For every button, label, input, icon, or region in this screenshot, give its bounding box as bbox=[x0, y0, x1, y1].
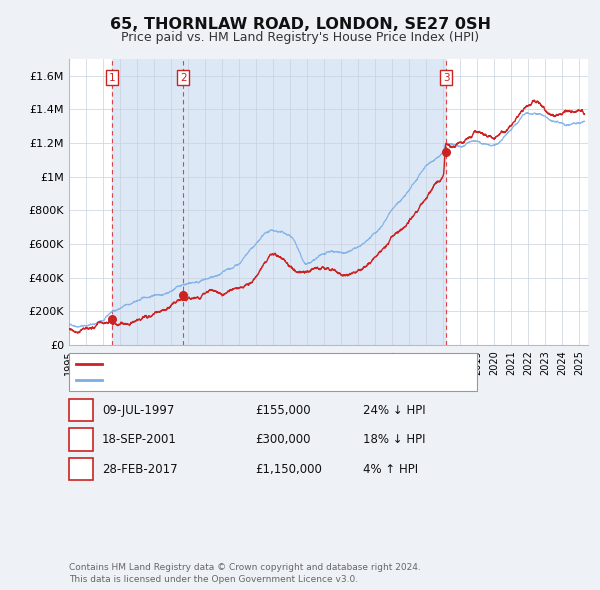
Text: 28-FEB-2017: 28-FEB-2017 bbox=[102, 463, 178, 476]
Text: 2: 2 bbox=[77, 433, 85, 446]
Text: 09-JUL-1997: 09-JUL-1997 bbox=[102, 404, 175, 417]
Text: HPI: Average price, detached house, Lambeth: HPI: Average price, detached house, Lamb… bbox=[107, 375, 346, 385]
Bar bbox=[112, 59, 184, 345]
Text: £1,150,000: £1,150,000 bbox=[255, 463, 322, 476]
Text: 1: 1 bbox=[109, 73, 115, 83]
Text: £155,000: £155,000 bbox=[255, 404, 311, 417]
Text: 65, THORNLAW ROAD, LONDON, SE27 0SH: 65, THORNLAW ROAD, LONDON, SE27 0SH bbox=[110, 17, 491, 31]
Text: 3: 3 bbox=[443, 73, 449, 83]
Text: 1: 1 bbox=[77, 404, 85, 417]
Text: 4% ↑ HPI: 4% ↑ HPI bbox=[363, 463, 418, 476]
Text: Contains HM Land Registry data © Crown copyright and database right 2024.
This d: Contains HM Land Registry data © Crown c… bbox=[69, 563, 421, 584]
Text: 3: 3 bbox=[77, 463, 85, 476]
Text: 24% ↓ HPI: 24% ↓ HPI bbox=[363, 404, 425, 417]
Text: £300,000: £300,000 bbox=[255, 433, 311, 446]
Text: 18% ↓ HPI: 18% ↓ HPI bbox=[363, 433, 425, 446]
Bar bbox=[184, 59, 446, 345]
Text: Price paid vs. HM Land Registry's House Price Index (HPI): Price paid vs. HM Land Registry's House … bbox=[121, 31, 479, 44]
Text: 65, THORNLAW ROAD, LONDON, SE27 0SH (detached house): 65, THORNLAW ROAD, LONDON, SE27 0SH (det… bbox=[107, 359, 424, 369]
Text: 18-SEP-2001: 18-SEP-2001 bbox=[102, 433, 177, 446]
Text: 2: 2 bbox=[180, 73, 187, 83]
